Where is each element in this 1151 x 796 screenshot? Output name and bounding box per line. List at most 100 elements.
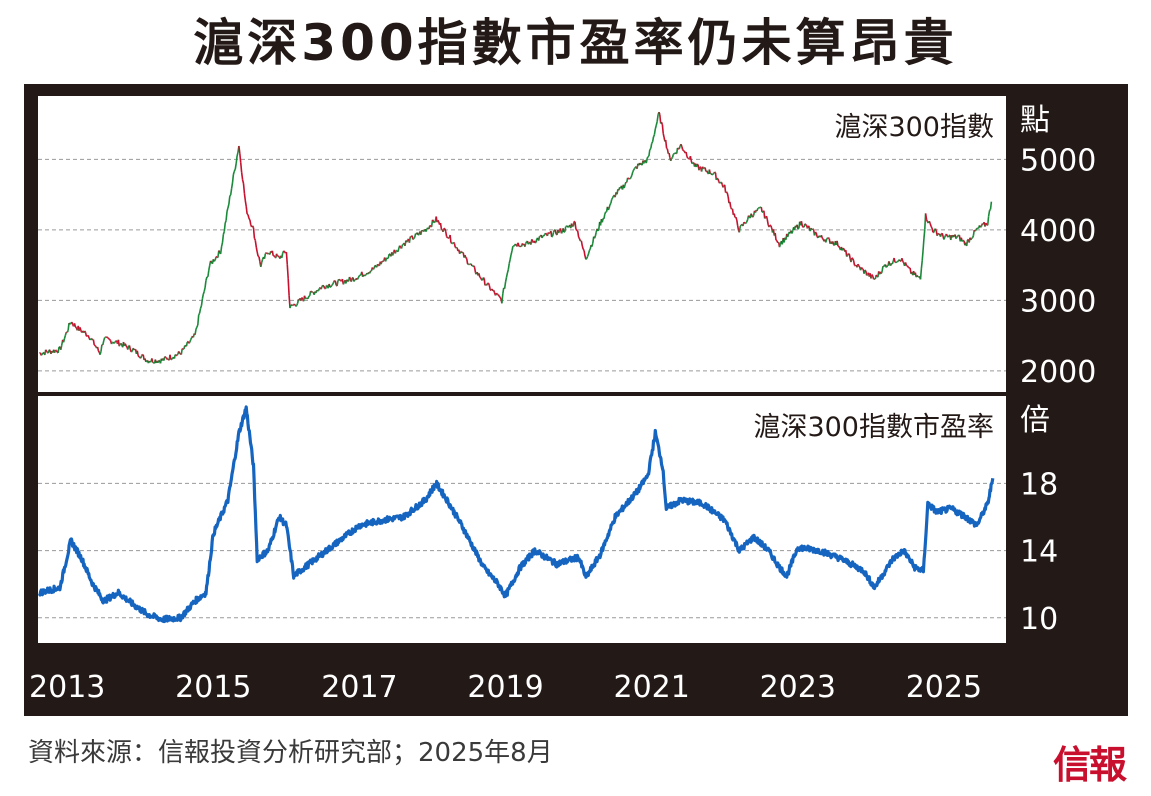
index-segment: [586, 253, 590, 257]
index-segment: [656, 114, 659, 122]
index-segment: [248, 218, 251, 221]
index-segment: [821, 237, 824, 240]
index-segment: [564, 226, 567, 232]
index-segment: [140, 354, 144, 357]
index-segment: [748, 215, 750, 217]
index-segment: [649, 147, 652, 151]
index-segment: [449, 234, 452, 243]
index-segment: [223, 223, 226, 232]
index-segment: [200, 298, 204, 306]
index-segment: [557, 230, 561, 234]
index-segment: [696, 163, 699, 166]
index-segment: [244, 200, 247, 207]
index-segment: [243, 193, 247, 201]
index-segment: [148, 360, 151, 363]
index-segment: [97, 350, 100, 353]
index-segment: [229, 188, 233, 196]
index-segment: [689, 155, 692, 161]
index-segment: [519, 245, 522, 248]
index-segment: [433, 221, 436, 224]
index-segment: [224, 220, 227, 224]
index-segment: [177, 350, 181, 354]
index-segment: [805, 224, 808, 227]
index-segment: [479, 277, 483, 281]
index-segment: [346, 279, 349, 282]
index-segment: [87, 335, 90, 339]
index-segment: [575, 228, 578, 231]
index-segment: [729, 206, 733, 210]
index-segment: [358, 274, 361, 277]
index-segment: [658, 111, 661, 115]
index-segment: [240, 171, 244, 180]
index-segment: [264, 252, 267, 255]
index-segment: [336, 280, 339, 287]
index-segment: [699, 166, 702, 169]
index-segment: [46, 350, 49, 353]
index-segment: [722, 185, 725, 188]
index-segment: [429, 224, 432, 227]
index-segment: [929, 223, 932, 227]
index-segment: [470, 263, 473, 267]
index-segment: [524, 243, 527, 247]
index-segment: [632, 169, 635, 173]
index-segment: [543, 234, 546, 237]
index-segment: [894, 261, 897, 264]
index-segment: [482, 277, 485, 279]
index-segment: [363, 274, 366, 277]
index-segment: [128, 345, 132, 351]
index-segment: [413, 236, 416, 240]
x-tick-label: 2015: [175, 670, 251, 705]
index-segment: [842, 247, 845, 250]
index-segment: [387, 254, 390, 259]
index-segment: [384, 257, 388, 262]
index-segment: [607, 207, 610, 211]
index-segment: [786, 233, 790, 238]
index-segment: [736, 219, 739, 226]
index-segment: [204, 280, 207, 288]
index-segment: [201, 294, 205, 299]
index-segment: [577, 236, 581, 240]
index-segment: [608, 204, 611, 209]
index-segment: [74, 326, 77, 329]
index-segment: [203, 287, 206, 292]
x-tick-label: 2023: [760, 670, 836, 705]
index-segment: [225, 211, 228, 221]
index-segment: [296, 303, 299, 306]
index-segment: [681, 149, 685, 152]
index-segment: [197, 314, 200, 326]
index-segment: [800, 221, 804, 227]
index-segment: [961, 239, 964, 242]
index-segment: [610, 199, 613, 204]
index-segment: [904, 262, 908, 266]
index-segment: [397, 247, 400, 252]
index-segment: [775, 239, 778, 242]
index-segment: [391, 252, 395, 256]
index-segment: [292, 304, 294, 307]
index-segment: [473, 265, 476, 268]
index-segment: [846, 253, 850, 256]
index-segment: [331, 282, 335, 285]
y-tick-label: 18: [1020, 467, 1058, 502]
y-tick-label: 3000: [1020, 284, 1096, 319]
index-segment: [93, 344, 96, 347]
index-segment: [947, 235, 950, 238]
index-segment: [582, 248, 585, 252]
index-segment: [328, 283, 331, 288]
index-segment: [465, 258, 469, 265]
index-segment: [514, 243, 517, 246]
index-segment: [465, 257, 468, 260]
index-segment: [525, 241, 528, 244]
index-segment: [760, 206, 763, 213]
index-segment: [100, 344, 103, 352]
index-segment: [578, 238, 582, 242]
y-tick-label: 10: [1020, 602, 1058, 637]
index-segment: [368, 270, 372, 274]
index-segment: [807, 225, 810, 228]
index-segment: [672, 153, 675, 155]
index-segment: [609, 203, 612, 206]
index-segment: [276, 255, 279, 257]
index-segment: [825, 238, 828, 243]
index-segment: [644, 159, 646, 162]
index-segment: [554, 229, 557, 235]
panel-title: 滬深300指數: [834, 112, 994, 143]
